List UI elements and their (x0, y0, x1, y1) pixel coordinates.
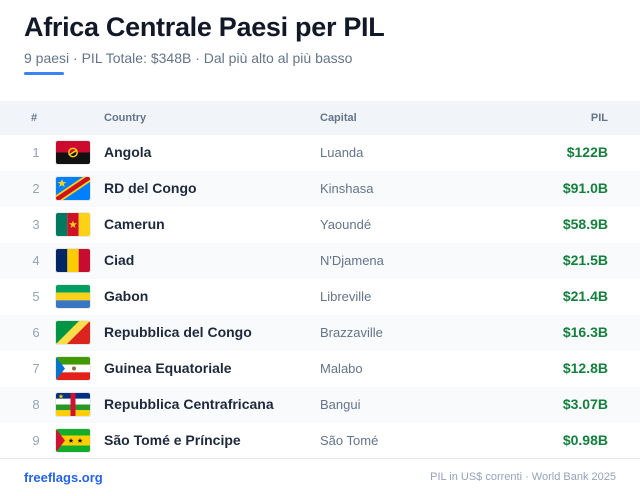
row-rank: 8 (32, 397, 40, 412)
column-header-rank: # (31, 112, 38, 124)
row-gdp: $16.3B (562, 324, 608, 340)
page-title: Africa Centrale Paesi per PIL (24, 12, 385, 42)
column-header-gdp: PIL (590, 112, 608, 124)
table-row: 9 São Tomé e Príncipe São Tomé $0.98B (0, 423, 640, 459)
row-country: Repubblica Centrafricana (104, 396, 274, 412)
row-country: Gabon (104, 288, 149, 304)
row-gdp: $21.4B (562, 288, 608, 304)
cameroon-flag-icon (56, 213, 90, 236)
row-rank: 4 (32, 253, 40, 268)
column-header-capital: Capital (320, 112, 357, 124)
row-country: Repubblica del Congo (104, 324, 252, 340)
row-country: Angola (104, 144, 152, 160)
footer-divider (0, 458, 640, 459)
row-rank: 2 (32, 181, 40, 196)
row-country: Guinea Equatoriale (104, 360, 232, 376)
table-row: 8 Repubblica Centrafricana Bangui $3.07B (0, 387, 640, 423)
row-capital: N'Djamena (320, 253, 384, 268)
central-african-republic-flag-icon (56, 393, 90, 416)
table-row: 1 Angola Luanda $122B (0, 135, 640, 171)
angola-flag-icon (56, 141, 90, 164)
row-capital: São Tomé (320, 433, 379, 448)
dr-congo-flag-icon (56, 177, 90, 200)
row-rank: 9 (32, 433, 40, 448)
row-gdp: $3.07B (562, 396, 608, 412)
page-subtitle: 9 paesi · PIL Totale: $348B · Dal più al… (24, 50, 353, 66)
row-rank: 1 (32, 145, 40, 160)
row-gdp: $12.8B (562, 360, 608, 376)
table-row: 3 Camerun Yaoundé $58.9B (0, 207, 640, 243)
table-body: 1 Angola Luanda $122B 2 RD del Congo Kin… (0, 135, 640, 459)
row-capital: Yaoundé (320, 217, 372, 232)
table-row: 2 RD del Congo Kinshasa $91.0B (0, 171, 640, 207)
row-rank: 5 (32, 289, 40, 304)
equatorial-guinea-flag-icon (56, 357, 90, 380)
row-country: São Tomé e Príncipe (104, 432, 241, 448)
table-row: 7 Guinea Equatoriale Malabo $12.8B (0, 351, 640, 387)
row-gdp: $58.9B (562, 216, 608, 232)
column-header-country: Country (104, 112, 147, 124)
row-capital: Libreville (320, 289, 372, 304)
row-rank: 7 (32, 361, 40, 376)
title-accent-bar (24, 72, 64, 75)
row-country: Camerun (104, 216, 165, 232)
row-gdp: $0.98B (562, 432, 608, 448)
chad-flag-icon (56, 249, 90, 272)
sao-tome-flag-icon (56, 429, 90, 452)
table-row: 5 Gabon Libreville $21.4B (0, 279, 640, 315)
row-capital: Bangui (320, 397, 361, 412)
table-header: # Country Capital PIL (0, 101, 640, 135)
footer-note: PIL in US$ correnti · World Bank 2025 (430, 471, 616, 483)
row-gdp: $21.5B (562, 252, 608, 268)
row-country: RD del Congo (104, 180, 197, 196)
row-capital: Kinshasa (320, 181, 374, 196)
row-rank: 3 (32, 217, 40, 232)
row-capital: Brazzaville (320, 325, 383, 340)
row-capital: Luanda (320, 145, 364, 160)
table-row: 4 Ciad N'Djamena $21.5B (0, 243, 640, 279)
row-country: Ciad (104, 252, 135, 268)
source-link[interactable]: freeflags.org (24, 470, 103, 485)
table-row: 6 Repubblica del Congo Brazzaville $16.3… (0, 315, 640, 351)
gabon-flag-icon (56, 285, 90, 308)
congo-flag-icon (56, 321, 90, 344)
row-gdp: $91.0B (562, 180, 608, 196)
row-capital: Malabo (320, 361, 363, 376)
row-gdp: $122B (566, 144, 608, 160)
row-rank: 6 (32, 325, 40, 340)
